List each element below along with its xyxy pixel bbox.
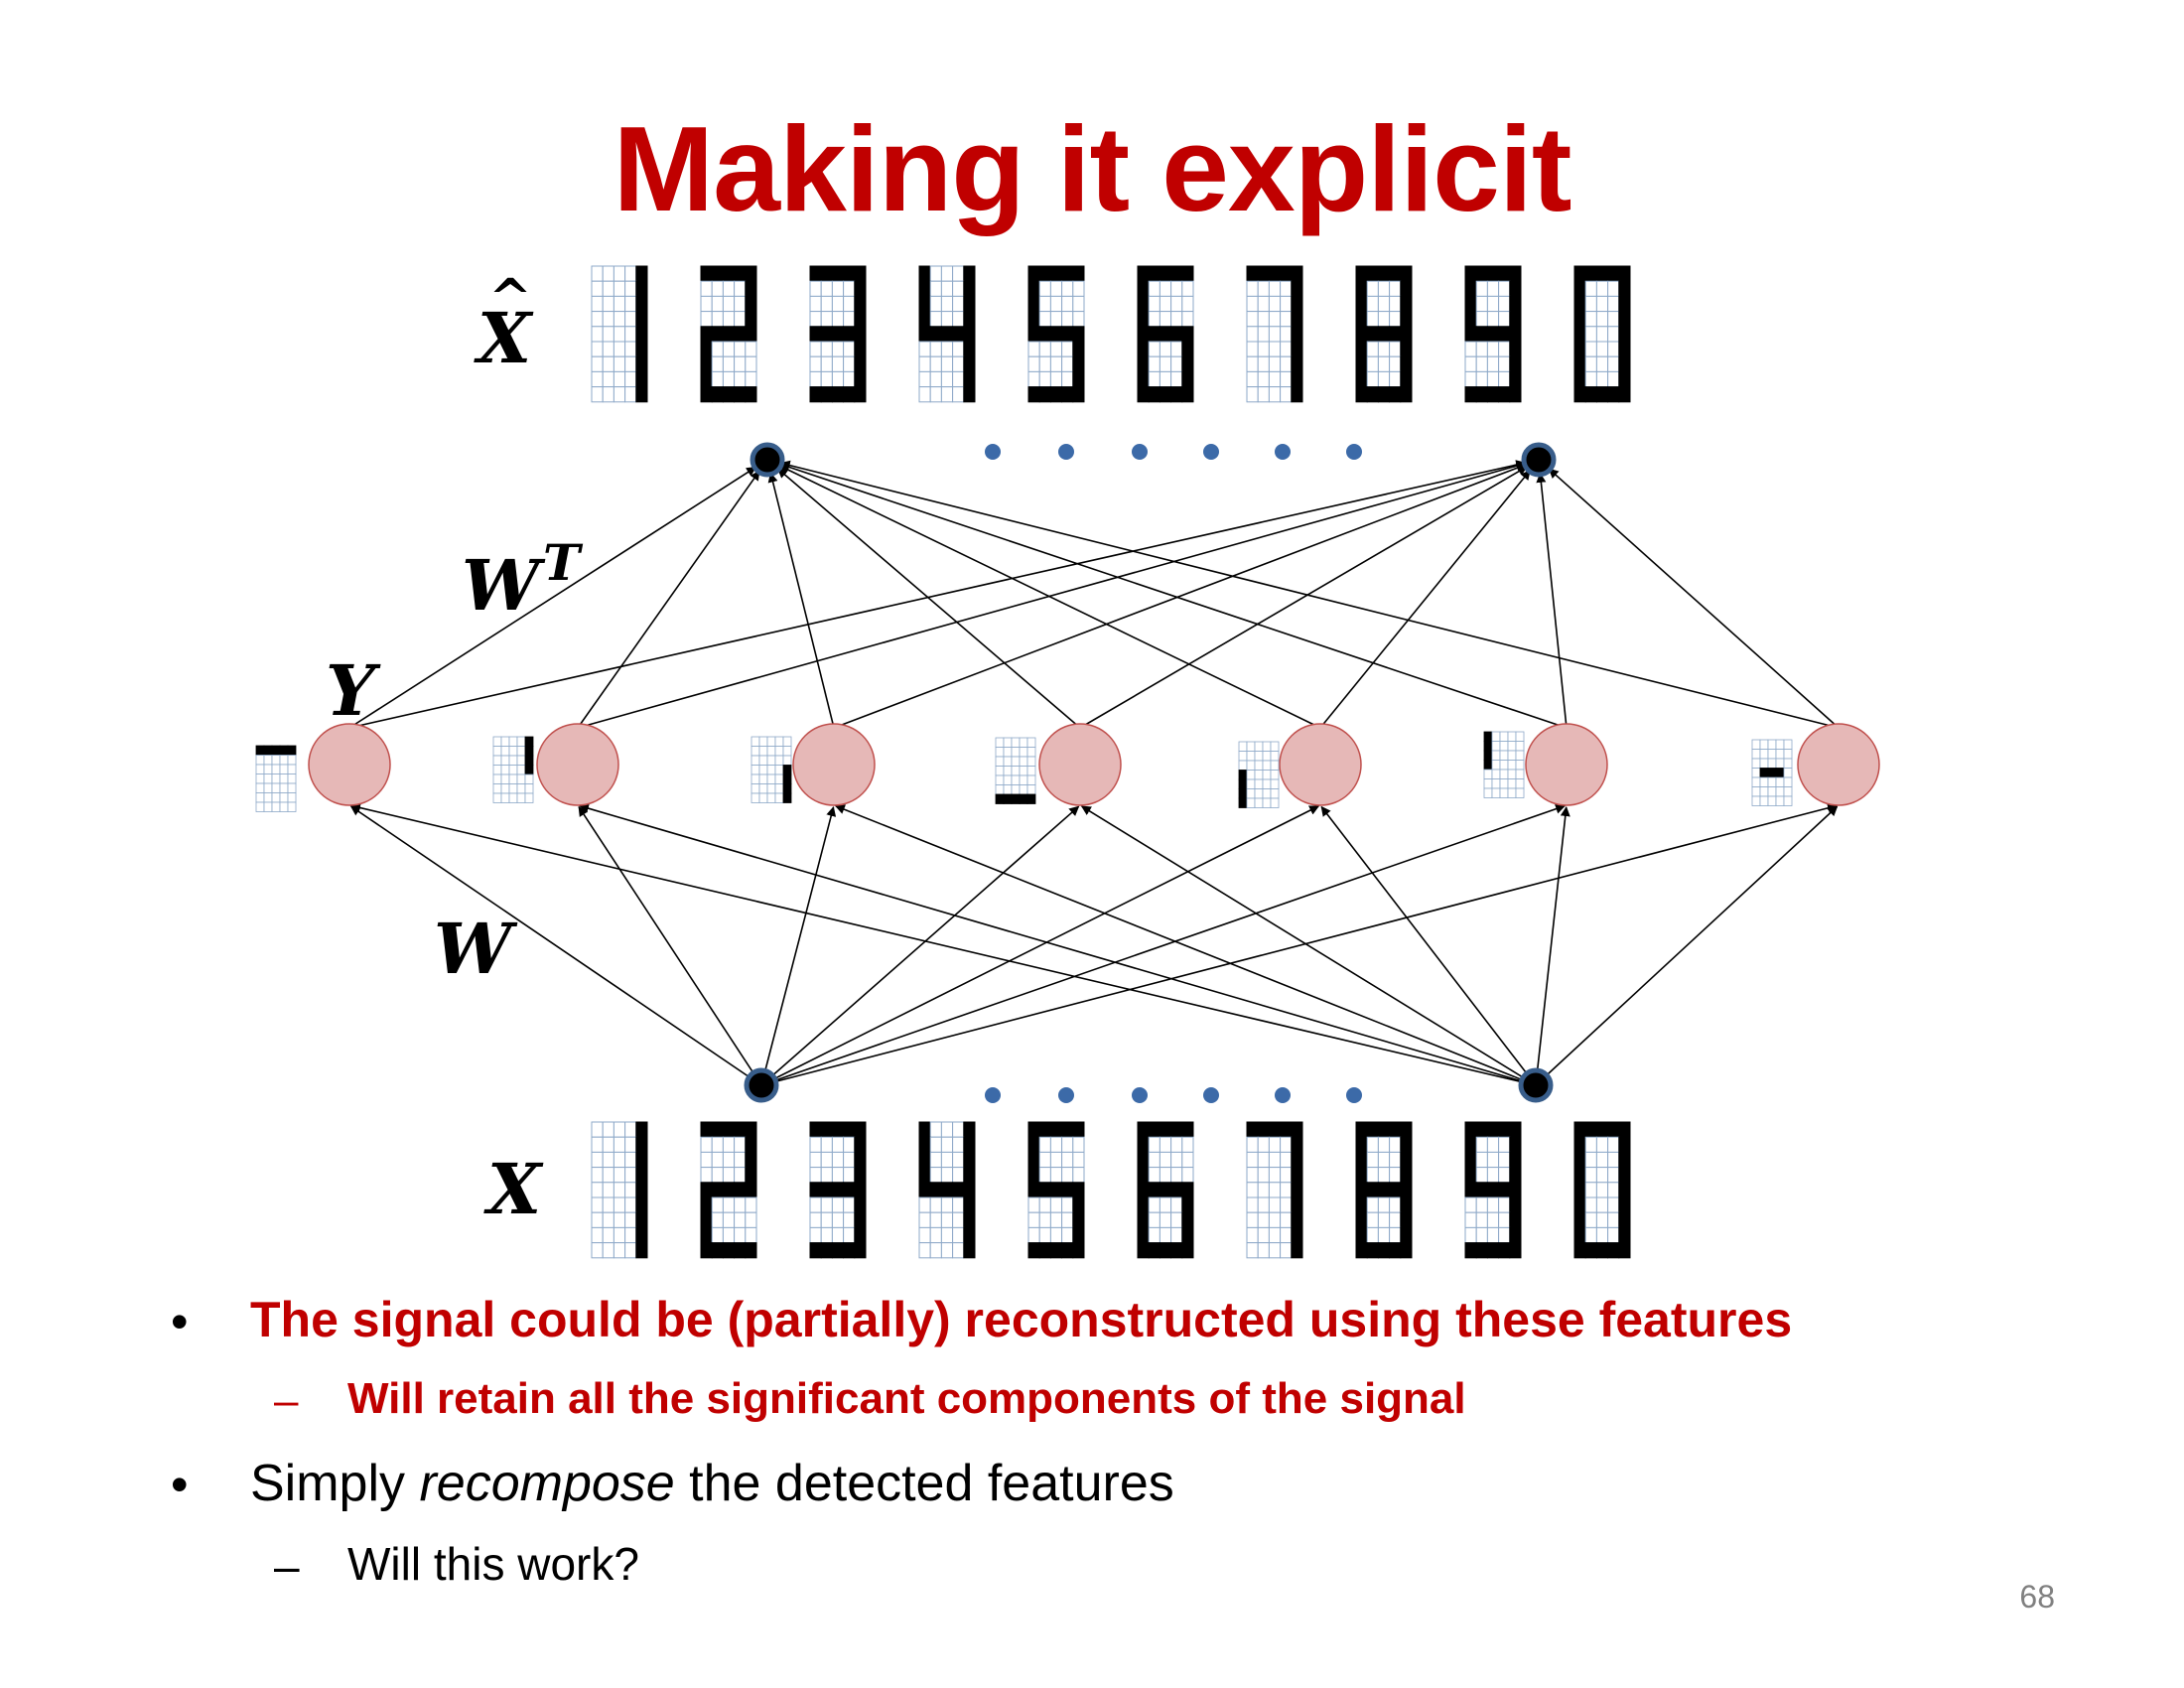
x-hat-label: X	[474, 297, 534, 379]
encoder-edge	[760, 805, 837, 1086]
digit-glyph-9	[1464, 1121, 1522, 1259]
digit-glyph-5	[1027, 265, 1085, 403]
feature-patch	[751, 736, 792, 803]
digit-glyph-0	[1573, 1121, 1631, 1259]
digit-glyph-2	[700, 1121, 757, 1259]
feature-patch	[1238, 741, 1280, 808]
digit-glyph-7	[1246, 1121, 1303, 1259]
x-label: X	[483, 1148, 544, 1230]
reconstructed-digit-row	[591, 265, 1631, 403]
decoder-edge	[1319, 470, 1531, 729]
digit-glyph-3	[809, 265, 867, 403]
w-transpose-label: W	[462, 544, 546, 627]
ellipsis-dot-bottom	[1132, 1087, 1148, 1103]
hidden-unit	[1525, 723, 1608, 806]
output-node	[1521, 442, 1557, 478]
ellipsis-dot-bottom	[1275, 1087, 1291, 1103]
decoder-edge	[779, 460, 1840, 729]
ellipsis-dot-bottom	[1346, 1087, 1362, 1103]
encoder-edge	[1535, 805, 1839, 1086]
feature-patch	[255, 745, 297, 812]
input-node	[744, 1067, 779, 1103]
ellipsis-dot-bottom	[985, 1087, 1001, 1103]
digit-glyph-1	[591, 1121, 648, 1259]
decoder-edge	[1548, 468, 1840, 729]
y-label: Y	[326, 649, 381, 732]
ellipsis-dot-top	[1275, 444, 1291, 460]
digit-glyph-5	[1027, 1121, 1085, 1259]
w-label: W	[434, 908, 518, 990]
encoder-edge	[760, 802, 1839, 1086]
encoder-edge	[1535, 805, 1570, 1086]
encoder-edge	[760, 803, 1567, 1086]
encoder-edge	[578, 805, 762, 1086]
math-labels: ^ X W T Y W X	[326, 268, 584, 1230]
hidden-unit	[1038, 723, 1122, 806]
decoder-edge	[348, 460, 1527, 729]
decoder-edge	[1536, 472, 1568, 729]
decoder-edge	[779, 462, 1568, 729]
digit-glyph-8	[1355, 265, 1413, 403]
encoder-edge	[760, 805, 1080, 1086]
hidden-unit	[1797, 723, 1880, 806]
ellipsis-dot-top	[1132, 444, 1148, 460]
ellipsis-dot-top	[1346, 444, 1362, 460]
feature-patch	[492, 736, 534, 803]
digit-glyph-2	[700, 265, 757, 403]
digit-glyph-3	[809, 1121, 867, 1259]
decoder-edge	[778, 465, 1321, 729]
decoder-edge	[348, 466, 757, 729]
digit-glyph-4	[918, 265, 976, 403]
feature-patches	[255, 731, 1793, 812]
x-hat-accent: ^	[488, 268, 532, 329]
hidden-unit	[536, 723, 619, 806]
feature-patch	[1751, 739, 1793, 806]
digit-glyph-8	[1355, 1121, 1413, 1259]
digit-glyph-0	[1573, 265, 1631, 403]
hidden-unit	[792, 723, 876, 806]
decoder-edge	[776, 468, 1081, 729]
digit-glyph-4	[918, 1121, 976, 1259]
feature-patch	[995, 737, 1036, 804]
hidden-unit	[308, 723, 391, 806]
decoder-edge	[577, 461, 1527, 729]
encoder-edge	[1320, 805, 1537, 1086]
w-transpose-superscript: T	[543, 533, 584, 592]
encoder-edge	[760, 805, 1320, 1086]
encoder-edge	[1080, 805, 1537, 1086]
ellipsis-dot-top	[1058, 444, 1074, 460]
digit-glyph-6	[1137, 265, 1194, 403]
ellipsis-dots	[985, 444, 1362, 1103]
output-node	[750, 442, 785, 478]
decoder-edge	[1079, 466, 1528, 729]
decoder-edge	[767, 472, 835, 729]
input-digit-row	[591, 1121, 1631, 1259]
slide-title: Making it explicit	[613, 101, 1572, 236]
encoder-edge	[834, 804, 1537, 1086]
network-edges	[348, 460, 1840, 1086]
ellipsis-dot-top	[1203, 444, 1219, 460]
digit-glyph-9	[1464, 265, 1522, 403]
network-nodes	[308, 442, 1880, 1103]
digit-glyph-1	[591, 265, 648, 403]
digit-glyph-6	[1137, 1121, 1194, 1259]
decoder-edge	[577, 470, 760, 729]
ellipsis-dot-bottom	[1058, 1087, 1074, 1103]
feature-patch	[1483, 731, 1525, 798]
encoder-edge	[349, 805, 762, 1086]
decoder-edge	[833, 463, 1527, 729]
ellipsis-dot-top	[985, 444, 1001, 460]
input-node	[1518, 1067, 1554, 1103]
encoder-edge	[578, 803, 1537, 1086]
hidden-unit	[1279, 723, 1362, 806]
encoder-edge	[349, 802, 1537, 1086]
ellipsis-dot-bottom	[1203, 1087, 1219, 1103]
digit-glyph-7	[1246, 265, 1303, 403]
page-number: 68	[2019, 1579, 2055, 1615]
